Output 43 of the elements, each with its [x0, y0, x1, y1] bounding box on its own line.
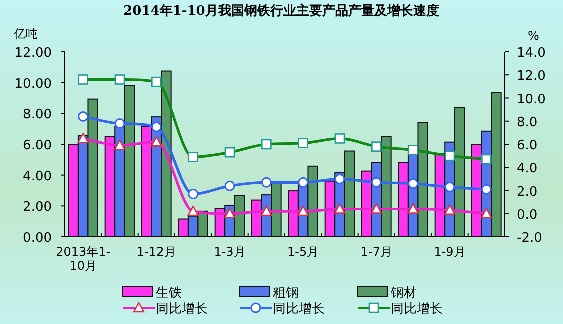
y2-tick-label: 12.0: [517, 69, 546, 84]
x-tick-label: 1-3月: [214, 245, 246, 259]
y-tick-label: 4.00: [23, 169, 52, 184]
point: [408, 178, 419, 190]
x-tick-label: 1-12月: [137, 245, 176, 259]
y2-tick-label: -2.0: [517, 231, 542, 246]
y2-axis-title: %: [528, 29, 540, 43]
x-tick-label: 1-5月: [288, 245, 320, 259]
legend-label: 钢材: [390, 286, 417, 301]
y-tick-label: 10.00: [14, 76, 52, 92]
y-tick-label: 8.00: [23, 108, 52, 123]
y-axis-title: 亿吨: [13, 27, 38, 41]
point: [298, 177, 309, 188]
point: [261, 177, 272, 188]
x-tick-label: 2013年1-10月: [56, 245, 111, 273]
point: [444, 182, 456, 193]
point: [334, 174, 346, 184]
x-tick-label: 1-7月: [360, 245, 392, 259]
point: [188, 188, 199, 200]
point: [481, 184, 492, 195]
point: [224, 180, 236, 192]
x-tick-label: 1-9月: [434, 245, 466, 259]
y2-tick-label: 8.0: [517, 115, 538, 130]
y-tick-label: 6.00: [23, 138, 52, 154]
point: [151, 122, 162, 132]
point: [78, 112, 89, 122]
y2-tick-label: 2.0: [517, 184, 538, 200]
legend-label: 同比增长: [391, 302, 443, 317]
point: [114, 118, 126, 129]
y-tick-label: 2.00: [23, 200, 52, 216]
y2-tick-label: 0.0: [517, 208, 538, 223]
chart-title: 2014年1-10月我国钢铁行业主要产品产量及增长速度: [124, 3, 440, 19]
y2-tick-label: 14.0: [517, 46, 546, 61]
legend-label: 同比增长: [273, 302, 325, 317]
y-tick-label: 0.00: [23, 231, 52, 246]
y2-tick-label: 6.0: [517, 138, 538, 154]
y2-tick-label: 10.0: [517, 92, 546, 108]
y-tick-label: 12.00: [14, 46, 52, 61]
legend-label: 生铁: [156, 286, 182, 301]
legend-label: 粗钢: [273, 286, 299, 301]
y2-tick-label: 4.0: [517, 162, 538, 177]
legend-label: 同比增长: [156, 302, 208, 317]
point: [371, 177, 382, 188]
